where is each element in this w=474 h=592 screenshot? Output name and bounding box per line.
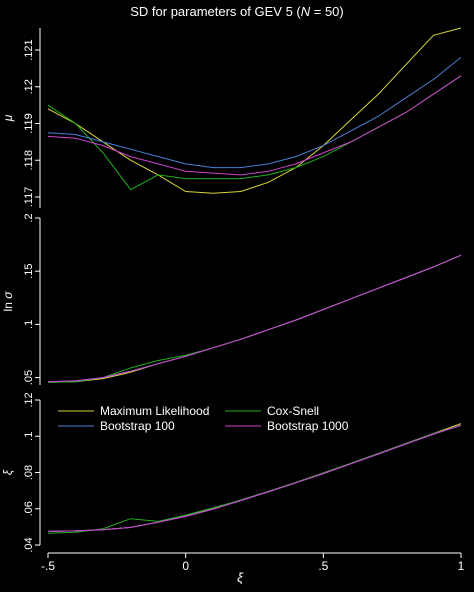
chart-title: SD for parameters of GEV 5 (N = 50) bbox=[130, 4, 344, 19]
y-axis-label: ξ bbox=[1, 469, 15, 475]
x-tick-label: 1 bbox=[458, 559, 465, 573]
panels-group: .117 .118 .119 .12 .121 μ .05 .1 .15 .2 ln σ .04 .06… bbox=[1, 27, 462, 553]
y-tick-label: .121 bbox=[23, 39, 35, 60]
x-axis-label: ξ bbox=[237, 570, 244, 585]
x-tick-label: 0 bbox=[182, 559, 189, 573]
series-line-bootstrap-100 bbox=[47, 57, 462, 169]
series-line-bootstrap-1000 bbox=[47, 254, 462, 383]
y-tick-label: .1 bbox=[23, 320, 35, 329]
x-tick-label: -.5 bbox=[41, 559, 55, 573]
y-tick-label: .04 bbox=[23, 537, 35, 552]
y-tick-label: .117 bbox=[23, 187, 35, 208]
y-tick-label: .118 bbox=[23, 150, 35, 171]
panel-3: .04 .06 .08 .1 .12 ξ bbox=[1, 392, 462, 553]
legend-label-maximum-likelihood: Maximum Likelihood bbox=[100, 404, 209, 418]
y-tick-label: .12 bbox=[23, 392, 35, 407]
y-tick-label: .2 bbox=[23, 213, 35, 222]
y-tick-label: .12 bbox=[23, 79, 35, 94]
y-tick-label: .15 bbox=[23, 264, 35, 279]
panel-2: .05 .1 .15 .2 ln σ bbox=[1, 213, 462, 385]
legend-label-cox-snell: Cox-Snell bbox=[267, 404, 319, 418]
y-axis-label: ln σ bbox=[1, 291, 15, 312]
x-axis: -.5 0 .5 1 bbox=[41, 552, 465, 573]
y-axis-label: μ bbox=[1, 114, 15, 122]
y-tick-label: .1 bbox=[23, 432, 35, 441]
legend-label-bootstrap-100: Bootstrap 100 bbox=[100, 419, 175, 433]
y-tick-label: .119 bbox=[23, 113, 35, 134]
x-tick-label: .5 bbox=[318, 559, 328, 573]
series-line-bootstrap-1000 bbox=[47, 424, 462, 532]
series-line-bootstrap-1000 bbox=[47, 75, 462, 176]
panel-1: .117 .118 .119 .12 .121 μ bbox=[1, 27, 462, 208]
y-tick-label: .06 bbox=[23, 501, 35, 516]
y-tick-label: .05 bbox=[23, 370, 35, 385]
y-tick-label: .08 bbox=[23, 465, 35, 480]
legend-label-bootstrap-1000: Bootstrap 1000 bbox=[267, 419, 349, 433]
